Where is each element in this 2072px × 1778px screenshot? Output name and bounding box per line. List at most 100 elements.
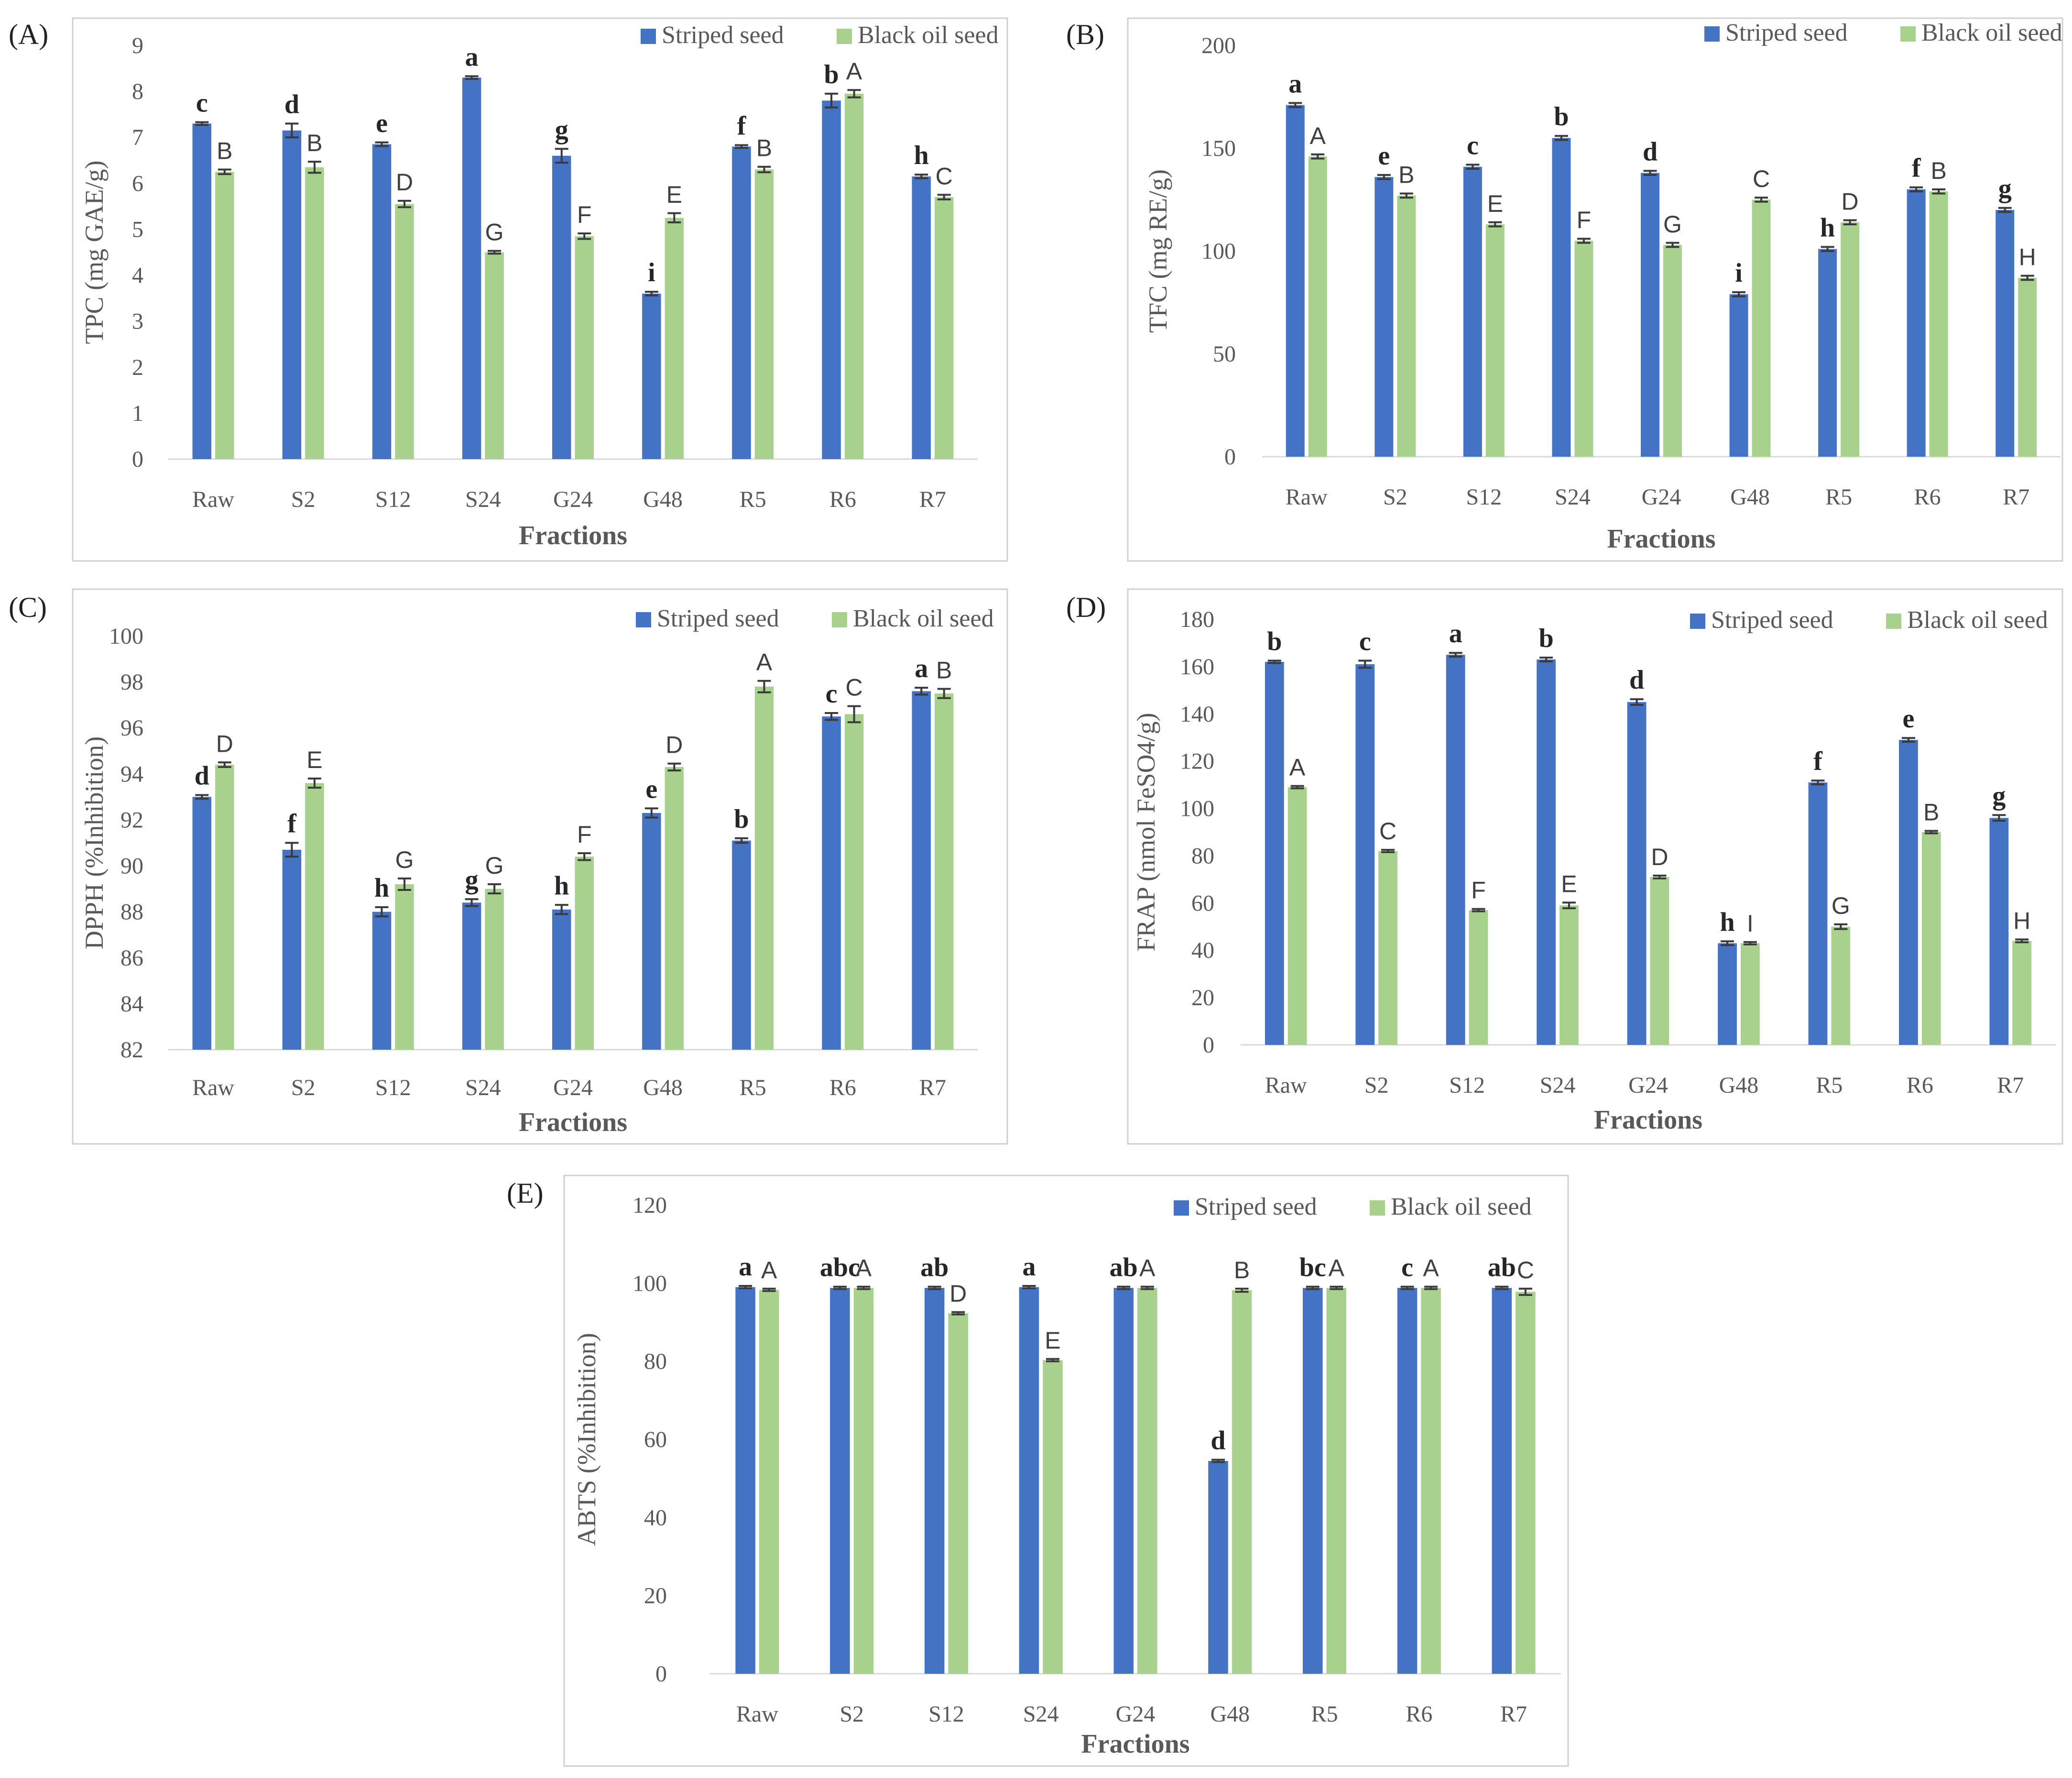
bar-black-oil-seed (948, 1313, 968, 1674)
bar-striped-seed (1552, 138, 1571, 457)
x-tick-label: G24 (1116, 1701, 1156, 1727)
bar-black-oil-seed (1740, 943, 1760, 1045)
x-tick-label: R5 (1816, 1073, 1843, 1098)
y-tick-label: 96 (120, 715, 143, 741)
significance-label: D (665, 732, 683, 758)
legend-swatch-black-oil-seed (1900, 26, 1916, 42)
bar-striped-seed (732, 146, 751, 459)
chart-panel-2: (B) 0 50 100 150 200 TFC (mg RE/g) Fractions Raw… (1066, 17, 2063, 562)
y-axis-title: TFC (mg RE/g) (1144, 169, 1172, 333)
bar-striped-seed (1808, 782, 1828, 1045)
significance-label: f (287, 809, 297, 839)
legend-label-striped-seed: Striped seed (1725, 19, 1848, 46)
panel-frame (563, 1174, 1569, 1767)
significance-label: e (645, 774, 657, 804)
bar-striped-seed (462, 77, 481, 459)
y-tick-label: 82 (120, 1037, 143, 1063)
y-tick-label: 140 (1180, 702, 1214, 727)
bar-striped-seed (1113, 1288, 1134, 1674)
legend-label-striped-seed: Striped seed (662, 22, 784, 49)
bar-black-oil-seed (759, 1290, 779, 1674)
significance-label: F (577, 821, 592, 848)
bar-striped-seed (912, 691, 931, 1050)
significance-label: A (846, 58, 862, 85)
x-tick-label: G24 (553, 487, 593, 512)
y-tick-label: 80 (644, 1349, 667, 1374)
x-tick-label: R7 (919, 487, 946, 512)
significance-label: A (1329, 1255, 1345, 1282)
significance-label: f (1813, 746, 1823, 776)
significance-label: H (2019, 244, 2036, 271)
bar-black-oil-seed (485, 252, 504, 459)
bar-black-oil-seed (1287, 787, 1307, 1045)
bar-striped-seed (912, 176, 931, 460)
x-axis-title: Fractions (1081, 1729, 1189, 1759)
significance-label: abc (820, 1253, 860, 1283)
significance-label: B (306, 130, 322, 156)
bar-black-oil-seed (1326, 1288, 1347, 1674)
y-tick-label: 0 (655, 1661, 667, 1687)
bar-striped-seed (1718, 943, 1737, 1045)
bar-black-oil-seed (1841, 222, 1860, 457)
x-tick-label: S12 (928, 1701, 964, 1727)
legend-swatch-striped-seed (636, 612, 651, 627)
bar-black-oil-seed (1752, 199, 1771, 457)
chart-panel-5: (E) 0 20 40 60 80 100 120 ABTS (%Inhibition) Frac… (507, 1174, 1569, 1767)
bar-striped-seed (1899, 740, 1918, 1045)
significance-label: h (374, 873, 389, 903)
bar-striped-seed (1907, 189, 1926, 457)
legend: Striped seed Black oil seed (1690, 606, 2048, 634)
x-tick-label: G24 (553, 1075, 593, 1100)
significance-label: G (485, 852, 504, 879)
bar-striped-seed (1286, 105, 1305, 457)
significance-label: B (1930, 157, 1946, 184)
legend-swatch-black-oil-seed (1370, 1200, 1385, 1216)
significance-label: F (1471, 877, 1486, 904)
y-tick-label: 94 (120, 761, 143, 787)
y-tick-label: 60 (1191, 890, 1214, 916)
bar-striped-seed (462, 902, 481, 1050)
significance-label: g (1992, 781, 2006, 811)
legend-label-striped-seed: Striped seed (1195, 1193, 1317, 1220)
y-axis-title: FRAP (nmol FeSO4/g) (1132, 713, 1160, 951)
bar-striped-seed (1019, 1287, 1039, 1674)
bar-striped-seed (924, 1288, 945, 1674)
bar-striped-seed (822, 716, 841, 1050)
bar-black-oil-seed (2012, 941, 2032, 1045)
bar-striped-seed (1996, 210, 2015, 457)
significance-label: A (1139, 1255, 1156, 1282)
x-tick-label: R6 (829, 487, 856, 512)
x-tick-label: R6 (1914, 484, 1941, 510)
bar-black-oil-seed (1397, 195, 1416, 457)
significance-label: b (1267, 627, 1282, 657)
x-tick-label: S24 (465, 487, 501, 512)
significance-label: C (1379, 818, 1396, 845)
legend-swatch-striped-seed (1174, 1200, 1189, 1216)
bar-black-oil-seed (1485, 224, 1505, 457)
y-tick-label: 20 (644, 1583, 667, 1609)
significance-label: F (577, 201, 592, 228)
significance-label: G (1832, 892, 1850, 919)
x-tick-label: R6 (829, 1075, 856, 1100)
x-tick-label: R5 (740, 1075, 766, 1100)
bar-striped-seed (735, 1287, 755, 1674)
legend: Striped seed Black oil seed (1704, 19, 2062, 46)
significance-label: d (1210, 1426, 1225, 1455)
significance-label: g (1998, 174, 2012, 204)
x-tick-label: S12 (375, 1075, 411, 1100)
y-tick-label: 50 (1213, 341, 1236, 367)
y-tick-label: 150 (1201, 136, 1236, 161)
bar-striped-seed (552, 155, 571, 460)
legend-label-black-oil-seed: Black oil seed (1391, 1193, 1532, 1220)
bar-black-oil-seed (1929, 191, 1948, 457)
panel-label: (D) (1066, 592, 1106, 623)
x-tick-label: S24 (465, 1075, 501, 1100)
bar-striped-seed (642, 294, 661, 459)
x-tick-label: Raw (1286, 484, 1328, 510)
x-tick-label: Raw (736, 1701, 778, 1727)
significance-label: c (826, 679, 838, 709)
significance-label: G (1663, 211, 1682, 238)
y-tick-label: 9 (132, 33, 143, 58)
x-tick-label: R6 (1406, 1701, 1432, 1727)
bar-black-oil-seed (1378, 851, 1397, 1045)
